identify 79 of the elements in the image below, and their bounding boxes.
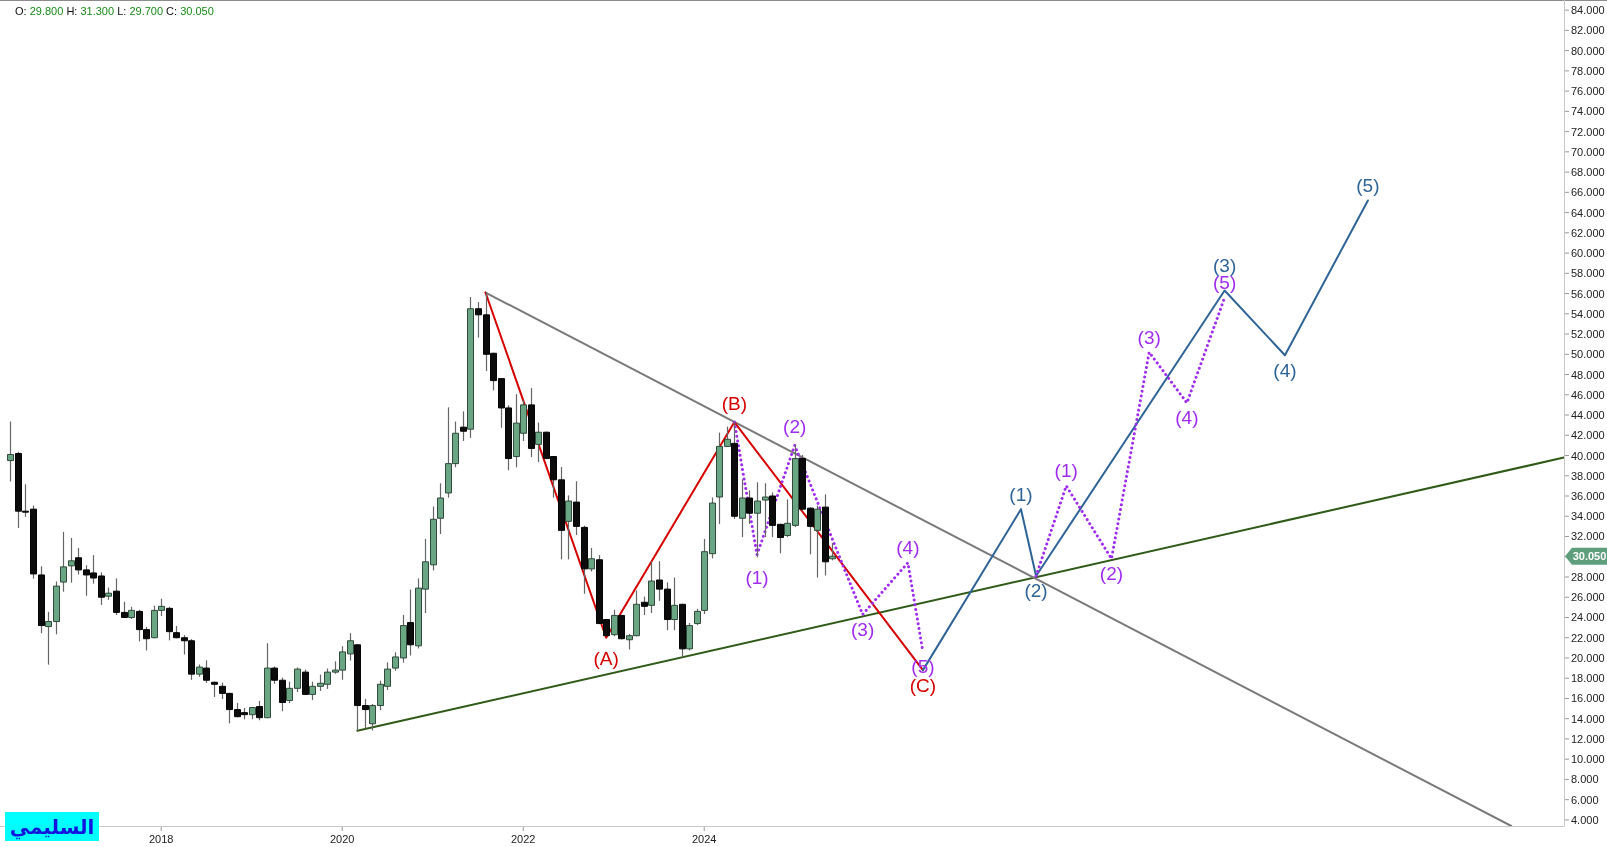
candlestick [618,614,625,640]
candlestick [686,622,693,651]
candlestick [460,411,467,441]
candlestick [814,505,821,578]
y-tick-label: 50.000 [1571,348,1605,361]
y-tick-label: 20.000 [1571,651,1605,664]
y-tick-label: 42.000 [1571,429,1605,442]
text: O: 29.800 H: 31.300 L: 29.700 C: 30.050 [15,5,214,17]
annotation: (4) [1273,359,1297,381]
annotation: (5) [1356,174,1380,196]
y-tick-label: 58.000 [1571,267,1605,280]
y-tick-label: 12.000 [1571,732,1605,745]
y-tick-label: 56.000 [1571,287,1605,300]
annotation: (1) [745,567,769,589]
x-tick-label: 2018 [148,833,174,845]
y-tick-label: 52.000 [1571,328,1605,341]
annotation: (2) [1024,580,1048,602]
y-tick-label: 8.000 [1571,773,1599,786]
y-tick-label: 76.000 [1571,85,1605,98]
y-tick-label: 14.000 [1571,712,1605,725]
y-tick-label: 48.000 [1571,368,1605,381]
candlestick [588,548,595,572]
candlestick [611,609,618,637]
y-tick-label: 16.000 [1571,692,1605,705]
candlestick [302,669,309,696]
x-tick-label: 2022 [510,833,536,845]
annotation: (1) [1054,460,1078,482]
annotation: (3) [1137,326,1161,348]
y-tick-label: 10.000 [1571,753,1605,766]
y-tick-label: 78.000 [1571,64,1605,77]
y-tick-label: 28.000 [1571,570,1605,583]
y-tick-label: 18.000 [1571,672,1605,685]
y-tick-label: 38.000 [1571,469,1605,482]
annotation: (2) [783,415,807,437]
text: 30.050 [1572,550,1607,563]
y-tick-label: 62.000 [1571,226,1605,239]
candlestick [671,577,678,631]
y-tick-label: 40.000 [1571,449,1605,462]
candlestick [565,495,572,560]
y-tick-label: 64.000 [1571,206,1605,219]
annotation: (4) [896,537,920,559]
y-tick-label: 4.000 [1571,813,1599,826]
y-tick-label: 6.000 [1571,793,1599,806]
y-tick-label: 44.000 [1571,409,1605,422]
candlestick [203,660,210,683]
x-tick-label: 2020 [329,833,355,845]
y-tick-label: 24.000 [1571,611,1605,624]
annotation: (A) [593,648,619,670]
y-tick-label: 54.000 [1571,307,1605,320]
y-tick-label: 36.000 [1571,490,1605,502]
annotation: السليمي [9,814,95,840]
y-tick-label: 46.000 [1571,388,1605,401]
candlestick [7,421,14,482]
y-tick-label: 68.000 [1571,166,1605,179]
y-tick-label: 66.000 [1571,186,1605,199]
annotation: (B) [721,392,748,414]
candlestick [746,490,753,524]
y-tick-label: 82.000 [1571,24,1605,37]
y-tick-label: 72.000 [1571,125,1605,138]
y-tick-label: 22.000 [1571,631,1605,644]
candlestick [166,606,173,641]
annotation: (2) [1099,563,1124,585]
y-tick-label: 34.000 [1571,510,1605,523]
candlestick [256,700,263,721]
x-tick-label: 2024 [691,833,717,845]
y-tick-label: 80.000 [1571,44,1605,57]
y-tick-label: 60.000 [1571,247,1605,260]
candlestick [739,479,746,538]
annotation: (1) [1009,483,1033,505]
annotation: (4) [1175,407,1199,429]
candlestick [407,589,414,656]
candlestick [437,483,444,535]
y-tick-label: 74.000 [1571,105,1605,118]
y-tick-label: 84.000 [1571,4,1605,17]
y-tick-label: 26.000 [1571,591,1605,604]
y-tick-label: 32.000 [1571,530,1605,543]
candlestick [535,422,542,463]
annotation: (3) [850,618,875,640]
y-tick-label: 70.000 [1571,145,1605,158]
